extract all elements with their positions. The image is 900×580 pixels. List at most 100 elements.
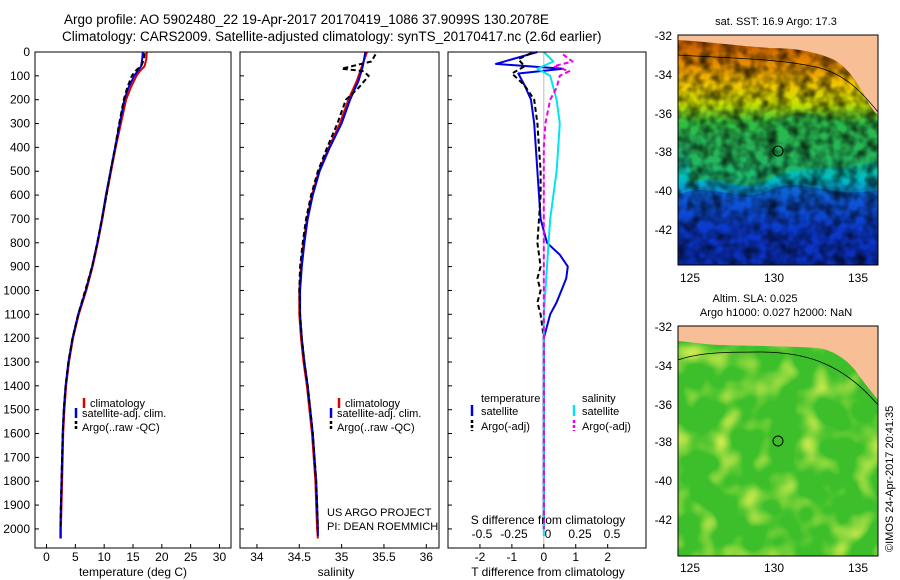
lat-tick: -36: [655, 107, 673, 121]
sst-argo-marker: [772, 145, 784, 157]
legend-climatology: climatology: [90, 398, 146, 410]
depth-tick-label: 700: [10, 212, 30, 226]
x-tick-label: 5: [72, 550, 79, 564]
legend-s-argo: Argo(-adj): [582, 421, 631, 433]
x-tick-label: 1: [572, 550, 579, 564]
legend-temperature-header: temperature: [481, 393, 540, 405]
depth-tick-label: 200: [10, 93, 30, 107]
legend-satellite: satellite-adj. clim.: [82, 408, 166, 420]
x-tick-label: 0: [43, 550, 50, 564]
sla-map: Altim. SLA: 0.025 Argo h1000: 0.027 h200…: [655, 293, 879, 575]
series-satellite-adj-clim-: [299, 51, 367, 537]
salinity-lines: [298, 51, 377, 539]
s-difference-label: S difference from climatology: [471, 513, 626, 527]
depth-tick-label: 1800: [3, 474, 30, 488]
depth-tick-label: 300: [10, 117, 30, 131]
depth-tick-label: 1200: [3, 331, 30, 345]
s-tick: 0.25: [568, 527, 592, 541]
lat-tick: -40: [655, 474, 673, 488]
x-tick-label: 0: [540, 550, 547, 564]
difference-legend: temperature salinity satellite satellite…: [470, 393, 631, 433]
sla-shelf-contour: [678, 351, 878, 406]
x-tick-label: 34.5: [288, 550, 312, 564]
lat-tick: -34: [655, 359, 673, 373]
depth-tick-label: 400: [10, 140, 30, 154]
x-tick-label: 34: [250, 550, 264, 564]
lon-tick: 125: [680, 561, 700, 575]
sst-map-frame: [677, 34, 879, 266]
depth-tick-label: 1100: [4, 307, 30, 321]
lat-tick: -42: [655, 513, 673, 527]
temperature-panel: 0 5 10 15 20 25 30 0 100 200 300 400 500 600 700 800 90…: [3, 45, 232, 579]
salinity-panel: 34 34.5 35 35.5 36 salinity climatology sate…: [239, 51, 440, 579]
lat-tick: -38: [655, 145, 673, 159]
title-line-2: Climatology: CARS2009. Satellite-adjuste…: [62, 29, 602, 44]
sst-shelf-contour: [678, 54, 878, 113]
salinity-frame: [239, 51, 440, 549]
lon-tick: 135: [848, 561, 868, 575]
legend-t-satellite: satellite: [481, 406, 518, 418]
sla-map-title-1: Altim. SLA: 0.025: [713, 293, 798, 305]
depth-tick-label: 500: [10, 164, 30, 178]
depth-tick-label: 1300: [3, 355, 30, 369]
legend-s-satellite: satellite: [582, 406, 619, 418]
salinity-xlabel: salinity: [318, 565, 355, 579]
depth-tick-label: 1700: [3, 450, 30, 464]
s-tick: -0.5: [472, 527, 493, 541]
x-tick-label: 20: [155, 550, 169, 564]
sst-pixel-noise: [678, 35, 878, 265]
depth-tick-label: 100: [10, 69, 30, 83]
lon-tick: 125: [680, 271, 700, 285]
depth-tick-label: 1400: [3, 379, 30, 393]
series-climatology: [59, 51, 148, 539]
series-t-argo: [510, 52, 545, 529]
lon-tick: 135: [848, 271, 868, 285]
sla-map-title-2: Argo h1000: 0.027 h2000: NaN: [700, 307, 852, 319]
x-tick-label: 36: [420, 550, 434, 564]
lat-tick: -34: [655, 68, 673, 82]
temperature-frame: [34, 51, 232, 549]
lat-tick: -40: [655, 184, 673, 198]
difference-lines: [494, 51, 574, 548]
lat-tick: -32: [655, 320, 673, 334]
depth-axis-ticks: 0 100 200 300 400 500 600 700 800 900 1000 1100 1200…: [3, 45, 39, 536]
sla-map-frame: [677, 325, 879, 557]
depth-tick-label: 1600: [3, 427, 30, 441]
x-tick-label: 2: [604, 550, 611, 564]
x-tick-label: 35: [335, 550, 349, 564]
series-t-satellite: [494, 51, 569, 529]
lat-tick: -36: [655, 398, 673, 412]
lon-tick: 130: [764, 561, 784, 575]
sst-lon-ticks: 125 130 135: [680, 271, 868, 285]
series-s-satellite: [536, 51, 561, 537]
sst-map: sat. SST: 16.9 Argo: 17.3 -32 -34 -36 -3…: [655, 16, 879, 285]
series-argo-raw-qc-: [59, 53, 146, 529]
imos-credit: ©IMOS 24-Apr-2017 20:41:35: [884, 406, 896, 552]
x-tick-label: 30: [213, 550, 227, 564]
legend-satellite: satellite-adj. clim.: [337, 408, 421, 420]
depth-tick-label: 2000: [3, 522, 30, 536]
x-tick-label: 25: [184, 550, 198, 564]
series-s-argo: [542, 53, 574, 529]
s-tick: 0.5: [604, 527, 621, 541]
series-satellite-adj-clim-: [59, 51, 144, 539]
temperature-legend: climatology satellite-adj. clim. Argo(..…: [74, 398, 166, 434]
title-line-1: Argo profile: AO 5902480_22 19-Apr-2017 …: [64, 12, 549, 27]
depth-tick-label: 1000: [3, 283, 30, 297]
depth-tick-label: 0: [23, 45, 30, 59]
salinity-legend: climatology satellite-adj. clim. Argo(..…: [329, 398, 421, 434]
legend-salinity-header: salinity: [582, 393, 616, 405]
s-difference-ticks: -0.5 -0.25 0 0.25 0.5: [472, 527, 621, 541]
depth-tick-label: 1900: [3, 498, 30, 512]
t-difference-xlabel: T difference from climatology: [471, 565, 625, 579]
legend-argo: Argo(..raw -QC): [82, 422, 160, 434]
pi-annotation: PI: DEAN ROEMMICH: [327, 521, 438, 533]
legend-t-argo: Argo(-adj): [481, 421, 530, 433]
sla-lon-ticks: 125 130 135: [680, 561, 868, 575]
difference-x-ticks: -2 -1 0 1 2: [475, 544, 611, 564]
x-tick-label: 15: [126, 550, 140, 564]
sla-argo-marker: [772, 435, 784, 447]
sst-map-title: sat. SST: 16.9 Argo: 17.3: [715, 16, 837, 28]
lat-tick: -38: [655, 435, 673, 449]
